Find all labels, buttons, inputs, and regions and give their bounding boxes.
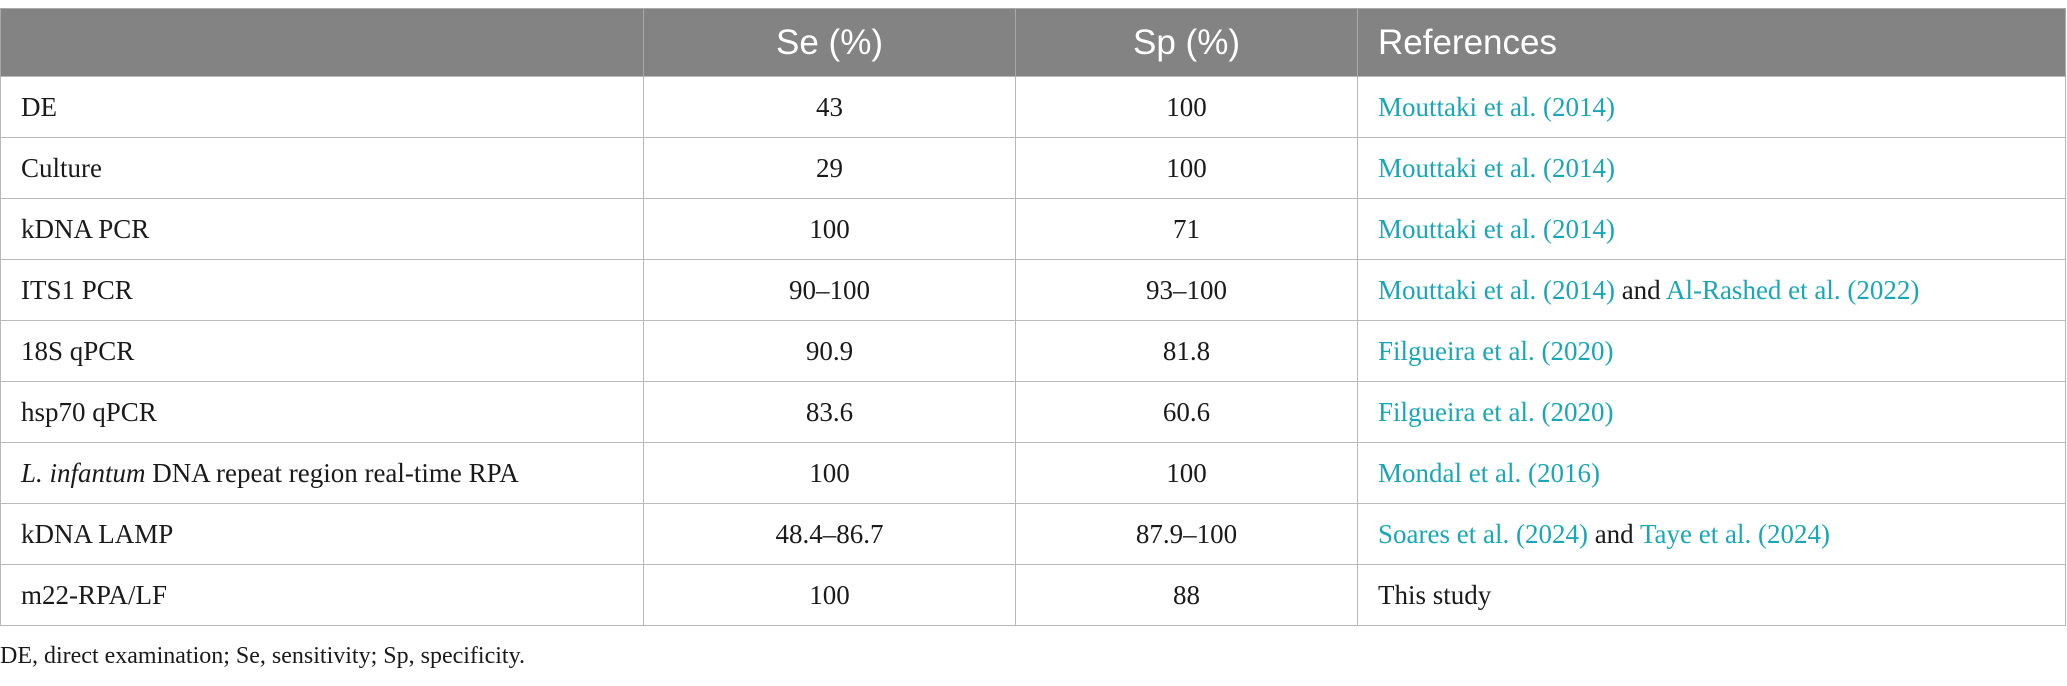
references-cell: Soares et al. (2024) and Taye et al. (20… (1357, 503, 2066, 565)
sp-cell: 100 (1015, 137, 1358, 199)
se-cell: 100 (643, 198, 1016, 260)
reference-link[interactable]: Mondal et al. (2016) (1378, 457, 1600, 488)
se-cell: 100 (643, 564, 1016, 626)
results-table: Se (%) Sp (%) References DE 43 100 Moutt… (0, 8, 2066, 626)
header-method (0, 8, 644, 77)
sp-cell: 71 (1015, 198, 1358, 260)
sp-cell: 81.8 (1015, 320, 1358, 382)
header-references: References (1357, 8, 2066, 77)
table-row: ITS1 PCR 90–100 93–100 Mouttaki et al. (… (0, 259, 2066, 321)
sp-cell: 88 (1015, 564, 1358, 626)
header-sensitivity: Se (%) (643, 8, 1016, 77)
sp-cell: 60.6 (1015, 381, 1358, 443)
se-cell: 83.6 (643, 381, 1016, 443)
method-cell: DE (0, 76, 644, 138)
se-cell: 48.4–86.7 (643, 503, 1016, 565)
table-footnote: DE, direct examination; Se, sensitivity;… (0, 643, 526, 669)
references-cell: Mouttaki et al. (2014) (1357, 198, 2066, 260)
species-name: L. infantum (21, 457, 146, 488)
table-row: 18S qPCR 90.9 81.8 Filgueira et al. (202… (0, 320, 2066, 382)
reference-link[interactable]: Mouttaki et al. (2014) (1378, 274, 1615, 305)
method-cell: kDNA LAMP (0, 503, 644, 565)
references-cell: Mouttaki et al. (2014) and Al-Rashed et … (1357, 259, 2066, 321)
reference-link[interactable]: Soares et al. (2024) (1378, 518, 1588, 549)
table-row: L. infantum DNA repeat region real-time … (0, 442, 2066, 504)
references-cell: This study (1357, 564, 2066, 626)
header-specificity: Sp (%) (1015, 8, 1358, 77)
se-cell: 43 (643, 76, 1016, 138)
se-cell: 90.9 (643, 320, 1016, 382)
sp-cell: 87.9–100 (1015, 503, 1358, 565)
references-cell: Mondal et al. (2016) (1357, 442, 2066, 504)
method-cell: hsp70 qPCR (0, 381, 644, 443)
method-description: DNA repeat region real-time RPA (145, 457, 519, 488)
sp-cell: 93–100 (1015, 259, 1358, 321)
reference-link[interactable]: Mouttaki et al. (2014) (1378, 91, 1615, 122)
sp-cell: 100 (1015, 76, 1358, 138)
reference-link[interactable]: Mouttaki et al. (2014) (1378, 152, 1615, 183)
reference-text: This study (1378, 579, 1492, 610)
table-container: Se (%) Sp (%) References DE 43 100 Moutt… (0, 8, 2067, 626)
method-cell: 18S qPCR (0, 320, 644, 382)
method-cell: ITS1 PCR (0, 259, 644, 321)
reference-link[interactable]: Filgueira et al. (2020) (1378, 335, 1614, 366)
table-row: Culture 29 100 Mouttaki et al. (2014) (0, 137, 2066, 199)
sp-cell: 100 (1015, 442, 1358, 504)
reference-link[interactable]: Taye et al. (2024) (1639, 518, 1830, 549)
references-cell: Filgueira et al. (2020) (1357, 381, 2066, 443)
references-cell: Filgueira et al. (2020) (1357, 320, 2066, 382)
table-header-row: Se (%) Sp (%) References (0, 8, 2066, 77)
se-cell: 29 (643, 137, 1016, 199)
table-row: kDNA PCR 100 71 Mouttaki et al. (2014) (0, 198, 2066, 260)
table-row: kDNA LAMP 48.4–86.7 87.9–100 Soares et a… (0, 503, 2066, 565)
table-row: hsp70 qPCR 83.6 60.6 Filgueira et al. (2… (0, 381, 2066, 443)
table-row: DE 43 100 Mouttaki et al. (2014) (0, 76, 2066, 138)
references-cell: Mouttaki et al. (2014) (1357, 137, 2066, 199)
references-cell: Mouttaki et al. (2014) (1357, 76, 2066, 138)
method-cell: kDNA PCR (0, 198, 644, 260)
reference-link[interactable]: Mouttaki et al. (2014) (1378, 213, 1615, 244)
method-cell: m22-RPA/LF (0, 564, 644, 626)
reference-link[interactable]: Filgueira et al. (2020) (1378, 396, 1614, 427)
table-row: m22-RPA/LF 100 88 This study (0, 564, 2066, 626)
method-cell: L. infantum DNA repeat region real-time … (0, 442, 644, 504)
method-cell: Culture (0, 137, 644, 199)
se-cell: 100 (643, 442, 1016, 504)
se-cell: 90–100 (643, 259, 1016, 321)
conjunction-text: and (1594, 518, 1634, 549)
reference-link[interactable]: Al-Rashed et al. (2022) (1665, 274, 1920, 305)
conjunction-text: and (1621, 274, 1661, 305)
